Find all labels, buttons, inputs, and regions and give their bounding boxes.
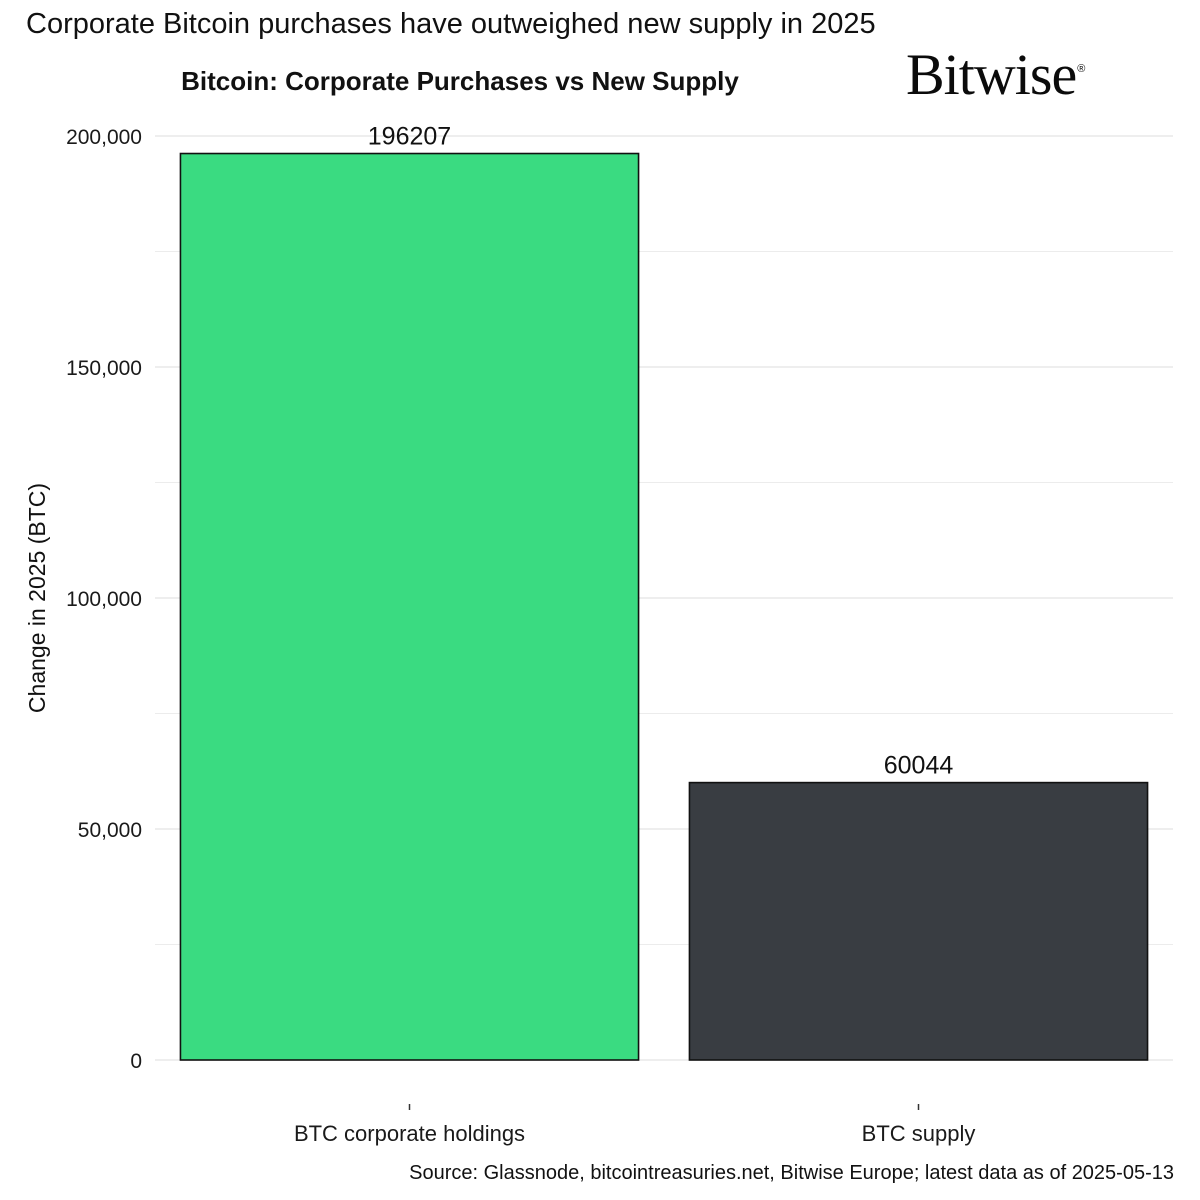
y-tick-label: 50,000 [78,819,142,842]
chart-headline: Corporate Bitcoin purchases have outweig… [26,8,876,40]
x-category-label: BTC corporate holdings [294,1121,525,1146]
registered-mark-icon: ® [1077,63,1085,75]
chart-title: Bitcoin: Corporate Purchases vs New Supp… [181,66,739,96]
bar-corporate-holdings [179,152,640,1061]
bars [179,152,1149,1061]
y-tick-label: 100,000 [66,588,142,611]
y-tick-label: 150,000 [66,357,142,380]
x-axis-categories: BTC corporate holdings BTC supply [294,1121,975,1146]
bitwise-logo: Bitwise® [906,46,1085,104]
y-axis-label: Change in 2025 (BTC) [24,483,50,713]
source-note: Source: Glassnode, bitcointreasuries.net… [409,1162,1174,1184]
y-tick-label: 200,000 [66,126,142,149]
y-axis-ticks: 0 50,000 100,000 150,000 200,000 [66,126,142,1073]
x-axis-ticks [408,1104,920,1110]
bar-value-label: 196207 [368,123,451,151]
x-category-label: BTC supply [862,1121,976,1146]
y-tick-label: 0 [130,1050,142,1073]
logo-text: Bitwise [906,42,1077,107]
bar-supply [688,781,1149,1061]
bar-value-label: 60044 [884,752,954,780]
data-labels: 196207 60044 [368,123,954,780]
